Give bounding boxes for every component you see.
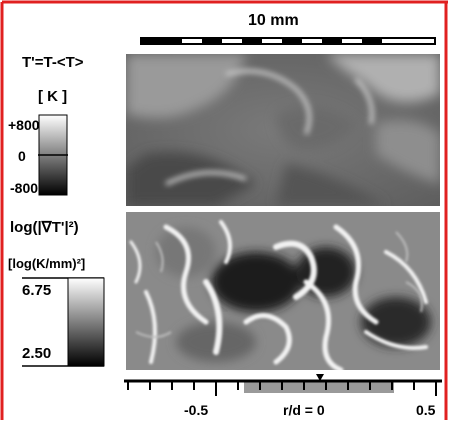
gradient-colorbar [22,277,105,367]
gradient-title: log(|∇T'|²) [10,219,79,236]
gradient-tick-max: 6.75 [22,282,52,299]
temperature-unit: [ K ] [38,88,68,105]
axis-tick-pos-half: 0.5 [416,402,436,418]
temperature-colorbar [38,114,68,196]
temperature-tick-zero: 0 [18,148,26,164]
gradient-unit: [log(K/mm)²] [8,256,86,271]
scale-bar-label: 10 mm [248,12,299,29]
gradient-field-image [126,212,440,370]
gradient-tick-min: 2.50 [22,345,52,362]
axis-tick-neg-half: -0.5 [184,402,209,418]
temperature-field-image [126,54,440,206]
temperature-tick-max: +800 [8,117,40,133]
scale-bar [140,37,436,45]
axis-tick-zero: r/d = 0 [283,402,325,418]
temperature-title: T'=T-<T> [22,54,84,71]
r-over-d-axis [124,374,442,396]
temperature-tick-min: -800 [10,180,39,196]
